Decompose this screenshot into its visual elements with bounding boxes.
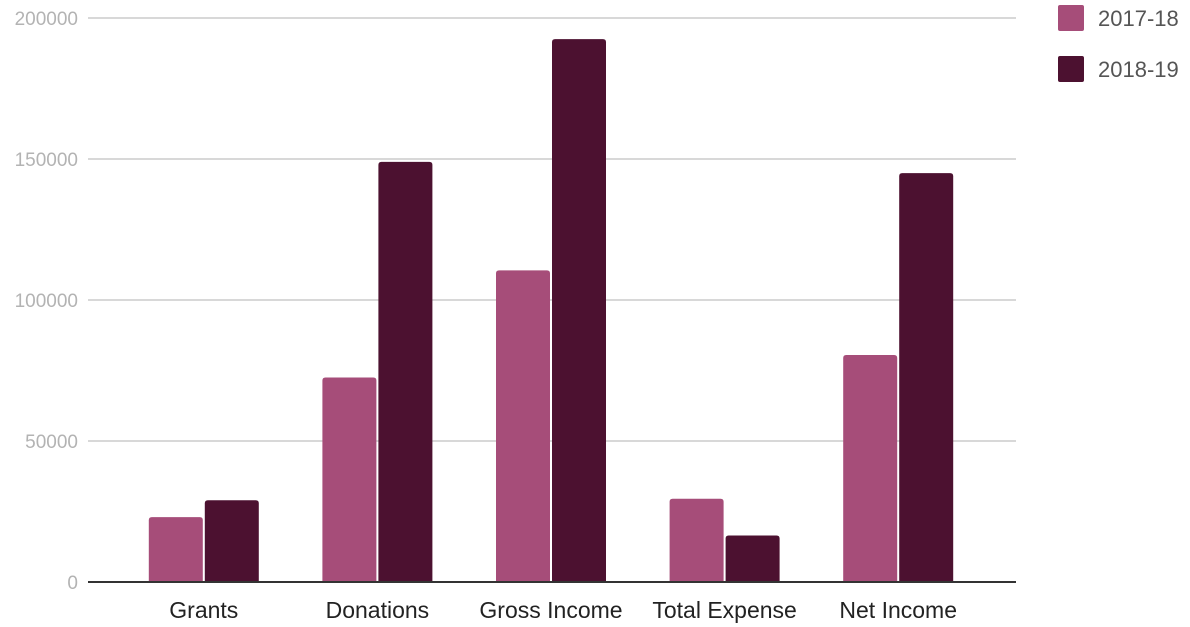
x-category-label: Grants — [169, 597, 238, 623]
x-category-label: Donations — [326, 597, 430, 623]
bar-total-expense-2018-19 — [725, 535, 780, 582]
bar-net-income-2018-19 — [899, 173, 954, 582]
legend-swatch — [1058, 5, 1084, 31]
bar-grants-2017-18 — [148, 517, 203, 582]
x-category-label: Net Income — [839, 597, 957, 623]
legend-swatch — [1058, 56, 1084, 82]
y-tick-label: 0 — [67, 573, 78, 594]
bar-net-income-2017-18 — [843, 354, 898, 582]
x-axis-category-labels: Grants Donations Gross Income Total Expense… — [169, 597, 957, 623]
legend-item-2017-18: 2017-18 — [1058, 5, 1179, 31]
bar-gross-income-2018-19 — [552, 39, 606, 582]
x-category-label: Gross Income — [479, 597, 622, 623]
y-tick-label: 200000 — [15, 9, 78, 30]
x-category-label: Total Expense — [652, 597, 796, 623]
bars — [148, 39, 954, 582]
y-tick-label: 150000 — [15, 150, 78, 171]
legend: 2017-18 2018-19 — [1058, 5, 1179, 82]
legend-item-2018-19: 2018-19 — [1058, 56, 1179, 82]
bar-gross-income-2017-18 — [496, 270, 550, 582]
legend-label: 2018-19 — [1098, 57, 1179, 82]
legend-label: 2017-18 — [1098, 6, 1179, 31]
bar-donations-2017-18 — [322, 377, 377, 582]
bar-donations-2018-19 — [378, 161, 433, 582]
bar-total-expense-2017-18 — [669, 498, 724, 582]
bar-grants-2018-19 — [204, 500, 259, 582]
y-axis-tick-labels: 0 50000 100000 150000 200000 — [15, 9, 78, 594]
y-tick-label: 50000 — [25, 432, 78, 453]
y-tick-label: 100000 — [15, 291, 78, 312]
